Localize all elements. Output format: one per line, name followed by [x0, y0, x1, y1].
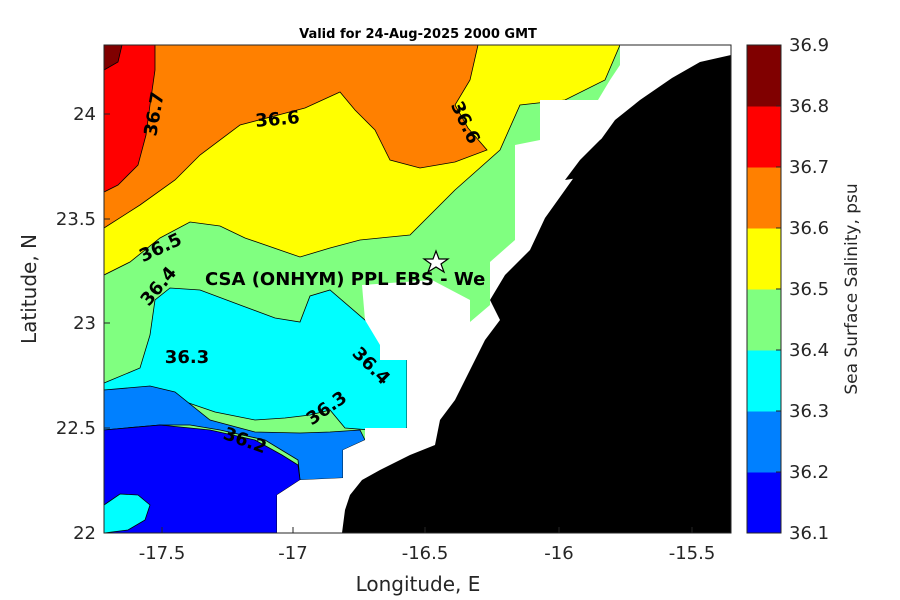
x-axis-label: Longitude, E	[356, 572, 481, 596]
site-star-marker	[422, 249, 450, 274]
site-label: CSA (ONHYM) PPL EBS - We	[205, 269, 485, 290]
y-axis: 22 22.5 23 23.5 24 Latitude, N	[17, 104, 110, 544]
y-tick-label: 22.5	[56, 418, 96, 439]
colorbar-swatch	[747, 289, 781, 351]
colorbar-tick-label: 36.2	[789, 462, 829, 483]
x-axis: -17.5 -17 -16.5 -16 -15.5 Longitude, E	[139, 527, 716, 596]
colorbar-tick-label: 36.3	[789, 401, 829, 422]
x-tick-label: -17.5	[139, 543, 186, 564]
colorbar-swatches	[747, 45, 781, 534]
map-title: Valid for 24-Aug-2025 2000 GMT	[299, 27, 537, 42]
colorbar-swatch	[747, 411, 781, 473]
colorbar-swatch	[747, 45, 781, 107]
salinity-band-36-8	[104, 45, 123, 71]
x-tick-label: -17	[278, 543, 307, 564]
coastal-island	[565, 118, 640, 180]
colorbar-swatch	[747, 228, 781, 290]
x-tick-label: -16	[544, 543, 573, 564]
y-tick-label: 22	[73, 523, 96, 544]
colorbar-tick-label: 36.7	[789, 157, 829, 178]
x-tick-label: -16.5	[402, 543, 449, 564]
colorbar-tick-label: 36.8	[789, 96, 829, 117]
plot-frame	[103, 44, 732, 534]
colorbar-ticks: 36.1 36.2 36.3 36.4 36.5 36.6 36.7 36.8 36.9	[776, 35, 829, 544]
land-mass	[342, 55, 731, 533]
salinity-band-36-7	[104, 45, 156, 193]
colorbar-swatch	[747, 167, 781, 229]
colorbar-swatch	[747, 472, 781, 534]
colorbar-tick-label: 36.6	[789, 218, 829, 239]
salinity-band-36-1	[104, 424, 301, 533]
salinity-band-36-6	[104, 45, 488, 229]
colorbar: 36.1 36.2 36.3 36.4 36.5 36.6 36.7 36.8 36.9 Sea…	[746, 35, 862, 544]
colorbar-tick-label: 36.1	[789, 523, 829, 544]
colorbar-tick-label: 36.9	[789, 35, 829, 56]
map-area	[104, 45, 731, 533]
contour-label-36-6-west: 36.6	[254, 107, 300, 132]
y-axis-label: Latitude, N	[17, 234, 41, 344]
x-tick-label: -15.5	[669, 543, 716, 564]
colorbar-tick-label: 36.4	[789, 340, 829, 361]
colorbar-swatch	[747, 106, 781, 168]
contour-label-36-3-west: 36.3	[165, 347, 209, 368]
y-tick-label: 23	[73, 313, 96, 334]
colorbar-label: Sea Surface Salinity, psu	[842, 183, 862, 394]
y-tick-label: 24	[73, 104, 96, 125]
y-tick-label: 23.5	[56, 209, 96, 230]
colorbar-swatch	[747, 350, 781, 412]
colorbar-tick-label: 36.5	[789, 279, 829, 300]
